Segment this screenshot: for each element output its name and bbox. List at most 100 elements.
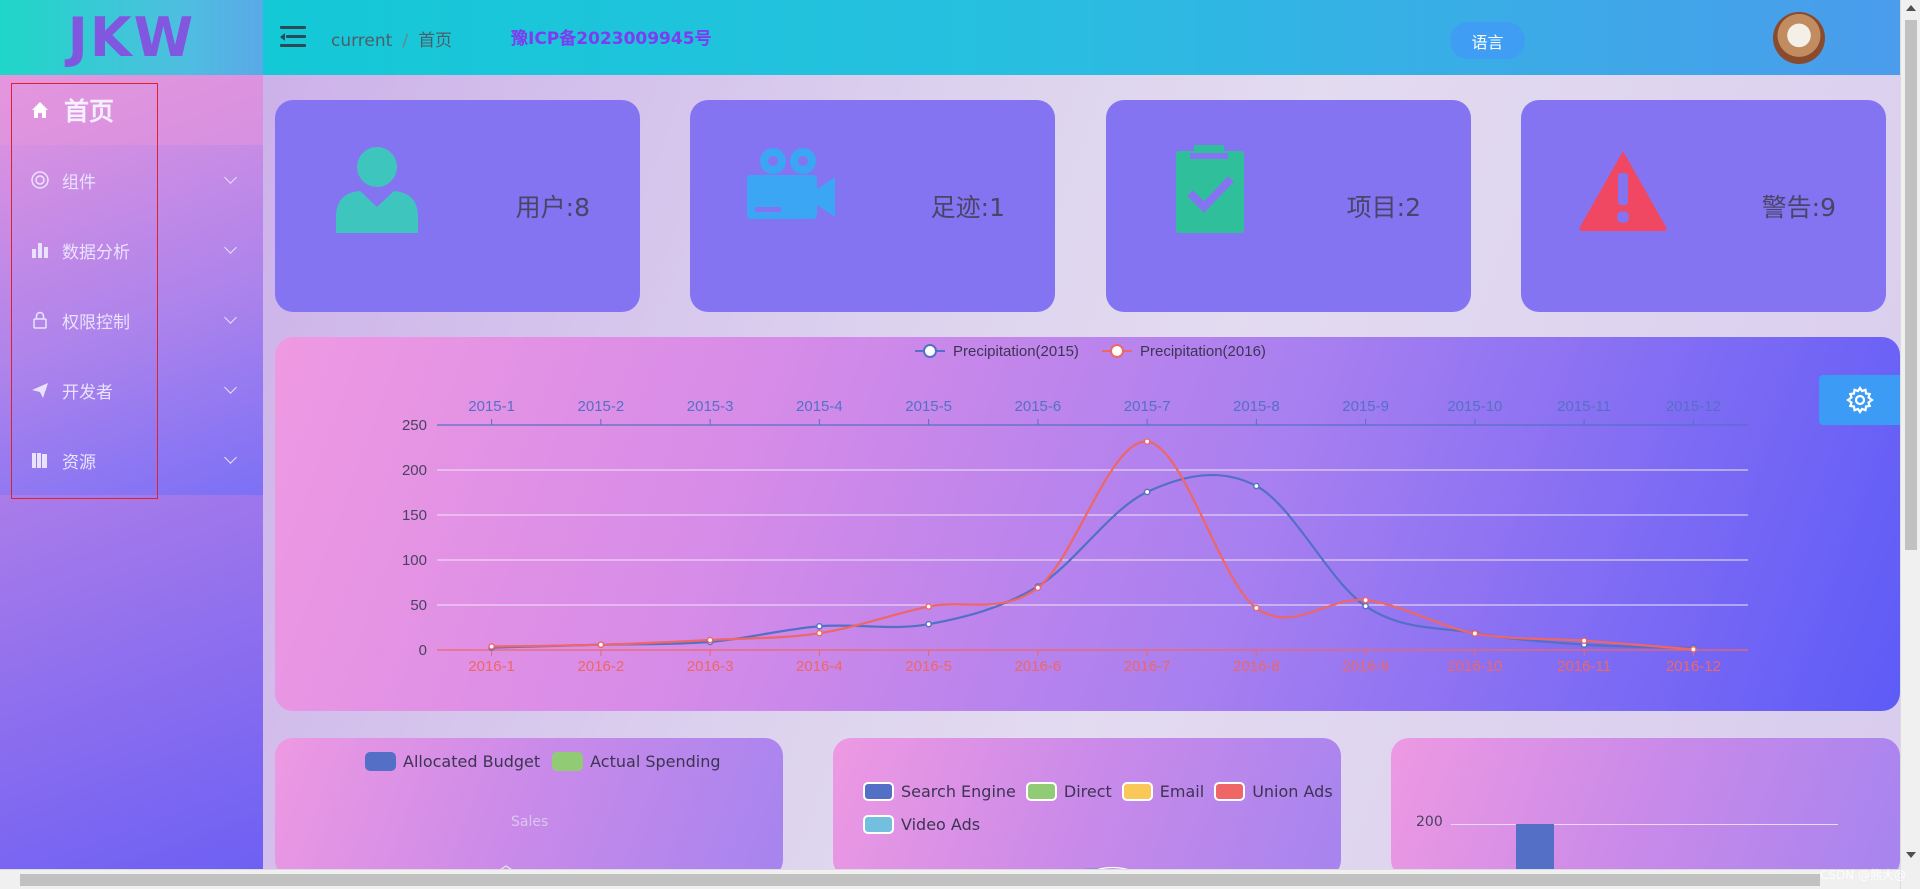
sidebar: JKW 首页 组件 数据分析 权限控制 开发者 资源 xyxy=(0,0,263,889)
scroll-up-arrow[interactable] xyxy=(1906,5,1916,11)
legend-swatch xyxy=(863,782,894,801)
stat-value: 警告:9 xyxy=(1761,193,1836,222)
clipboard-check-icon xyxy=(1176,145,1244,233)
x-bottom-tick-label: 2016-9 xyxy=(1342,658,1389,675)
legend-label[interactable]: Search Engine xyxy=(901,782,1016,801)
data-point xyxy=(816,622,823,630)
sidebar-item-home[interactable]: 首页 xyxy=(0,75,263,145)
settings-button[interactable] xyxy=(1819,375,1900,425)
gear-icon xyxy=(1845,386,1874,414)
user-icon xyxy=(336,147,418,233)
data-point xyxy=(925,603,932,610)
x-bottom-tick-label: 2016-7 xyxy=(1124,658,1171,675)
scroll-down-arrow[interactable] xyxy=(1906,852,1916,858)
legend-label[interactable]: Actual Spending xyxy=(590,752,721,771)
x-bottom-tick-label: 2016-3 xyxy=(687,658,734,675)
video-camera-icon xyxy=(747,148,835,219)
x-bottom-tick-label: 2016-6 xyxy=(1015,658,1062,675)
x-top-tick-label: 2015-9 xyxy=(1342,398,1389,415)
y-tick-label: 200 xyxy=(1416,814,1443,830)
x-bottom-tick-label: 2016-1 xyxy=(468,658,515,675)
paper-plane-icon xyxy=(32,383,48,398)
traffic-pie-panel: Search Engine Direct Email Union Ads Vid… xyxy=(833,738,1341,878)
chevron-down-icon xyxy=(224,311,237,324)
x-bottom-tick-label: 2016-5 xyxy=(905,658,952,675)
data-point xyxy=(1034,584,1042,592)
vertical-scrollbar[interactable] xyxy=(1900,0,1920,889)
warning-icon xyxy=(1579,151,1667,231)
component-icon xyxy=(31,171,49,189)
legend: Search Engine Direct Email Union Ads xyxy=(863,782,1333,801)
precipitation-chart-panel: 0 50 100 150 200 250 2015-1 2016-1 2015-2 2016-2 2… xyxy=(275,337,1900,711)
radar-shape xyxy=(486,865,526,878)
x-bottom-tick-label: 2016-10 xyxy=(1447,658,1502,675)
home-icon xyxy=(32,102,48,118)
x-bottom-tick-label: 2016-11 xyxy=(1557,658,1611,675)
data-point xyxy=(816,629,823,637)
x-bottom-tick-label: 2016-12 xyxy=(1666,658,1721,675)
menu-toggle-icon[interactable] xyxy=(280,26,306,48)
legend-label[interactable]: Email xyxy=(1159,782,1205,801)
icp-link[interactable]: 豫ICP备2023009945号 xyxy=(511,29,712,49)
chevron-down-icon xyxy=(224,381,237,394)
x-top-tick-label: 2015-1 xyxy=(468,398,515,415)
top-header: current / 首页 豫ICP备2023009945号 语言 xyxy=(263,0,1900,75)
legend-swatch xyxy=(1214,782,1246,801)
series-line-1 xyxy=(491,440,1694,651)
sidebar-item-permissions[interactable]: 权限控制 xyxy=(0,285,263,355)
data-point xyxy=(1362,602,1369,610)
y-tick-label: 250 xyxy=(402,417,427,434)
x-bottom-tick-label: 2016-4 xyxy=(796,658,843,675)
y-tick-label: 200 xyxy=(402,462,427,479)
x-top-tick-label: 2015-10 xyxy=(1447,398,1502,415)
x-bottom-tick-label: 2016-8 xyxy=(1233,658,1280,675)
x-top-tick-label: 2015-7 xyxy=(1124,398,1171,415)
data-point xyxy=(1143,488,1151,496)
x-top-tick-label: 2015-12 xyxy=(1666,398,1721,415)
x-top-tick-label: 2015-11 xyxy=(1557,398,1611,415)
book-icon xyxy=(32,453,47,468)
legend-label[interactable]: Video Ads xyxy=(901,815,981,834)
stat-value: 用户:8 xyxy=(515,193,590,222)
sidebar-item-developer[interactable]: 开发者 xyxy=(0,355,263,425)
breadcrumb: current / 首页 xyxy=(331,31,453,51)
data-point xyxy=(1362,596,1369,604)
x-top-tick-label: 2015-4 xyxy=(796,398,843,415)
legend-swatch xyxy=(365,752,396,771)
legend-label[interactable]: Allocated Budget xyxy=(403,752,541,771)
breadcrumb-item-current: 首页 xyxy=(418,31,453,51)
stat-card-footprints: 足迹:1 xyxy=(690,100,1055,312)
legend-label[interactable]: Union Ads xyxy=(1252,782,1333,801)
avatar[interactable] xyxy=(1773,12,1825,64)
data-point xyxy=(597,641,605,648)
logo[interactable]: JKW xyxy=(0,0,263,75)
x-top-tick-label: 2015-2 xyxy=(578,398,625,415)
breadcrumb-item[interactable]: current xyxy=(331,31,393,51)
grid-line xyxy=(1451,824,1838,825)
data-point xyxy=(1253,604,1260,612)
sidebar-item-analytics[interactable]: 数据分析 xyxy=(0,215,263,285)
data-point xyxy=(1143,438,1151,445)
x-top-tick-label: 2015-5 xyxy=(905,398,952,415)
radar-indicator-label: Sales xyxy=(511,814,549,830)
legend-label: Precipitation(2016) xyxy=(1140,343,1266,360)
chevron-down-icon xyxy=(224,171,237,184)
bar-chart-panel: 200 xyxy=(1391,738,1900,878)
scrollbar-thumb[interactable] xyxy=(1905,20,1917,550)
legend-label[interactable]: Direct xyxy=(1063,782,1112,801)
x-top-tick-label: 2015-6 xyxy=(1015,398,1062,415)
watermark: CSDN @熊大@ xyxy=(1820,868,1907,882)
data-point xyxy=(1253,482,1260,490)
scrollbar-thumb[interactable] xyxy=(20,874,1820,886)
sidebar-item-label: 首页 xyxy=(64,97,115,126)
sidebar-menu: 首页 组件 数据分析 权限控制 开发者 资源 xyxy=(0,75,263,495)
sidebar-item-components[interactable]: 组件 xyxy=(0,145,263,215)
horizontal-scrollbar[interactable] xyxy=(0,869,1900,889)
language-button[interactable]: 语言 xyxy=(1450,22,1525,59)
legend-swatch xyxy=(1121,782,1153,801)
sidebar-item-label: 权限控制 xyxy=(62,312,130,333)
stat-value: 项目:2 xyxy=(1346,193,1421,222)
data-point xyxy=(706,636,714,644)
x-top-tick-label: 2015-3 xyxy=(687,398,734,415)
sidebar-item-resources[interactable]: 资源 xyxy=(0,425,263,495)
